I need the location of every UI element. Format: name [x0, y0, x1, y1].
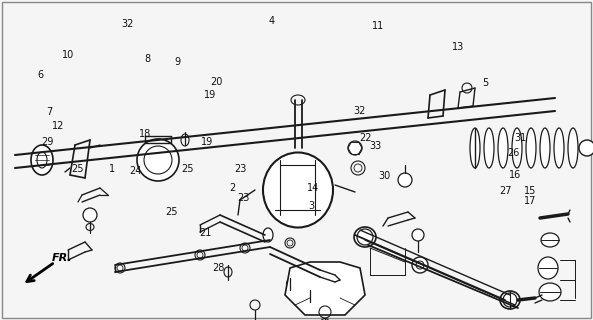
Text: 31: 31 — [514, 133, 526, 143]
Text: 32: 32 — [354, 106, 366, 116]
Text: 25: 25 — [166, 207, 178, 217]
Circle shape — [83, 208, 97, 222]
Text: 22: 22 — [360, 133, 372, 143]
Text: 28: 28 — [212, 263, 224, 273]
Text: 13: 13 — [452, 42, 464, 52]
Ellipse shape — [348, 141, 362, 155]
Text: 10: 10 — [62, 50, 74, 60]
Text: 16: 16 — [509, 170, 521, 180]
Text: 7: 7 — [46, 107, 52, 117]
Ellipse shape — [512, 128, 522, 168]
Circle shape — [357, 229, 373, 245]
Text: 9: 9 — [174, 57, 180, 67]
Ellipse shape — [526, 128, 536, 168]
Text: 25: 25 — [71, 164, 83, 174]
Polygon shape — [285, 262, 365, 315]
Text: 4: 4 — [269, 16, 275, 26]
Text: 23: 23 — [237, 193, 249, 203]
Text: 25: 25 — [181, 164, 195, 174]
Ellipse shape — [498, 128, 508, 168]
Text: FR.: FR. — [52, 253, 73, 263]
Text: 8: 8 — [144, 54, 150, 64]
Text: 14: 14 — [307, 183, 319, 193]
Circle shape — [503, 293, 517, 307]
Ellipse shape — [263, 228, 273, 242]
Text: 23: 23 — [234, 164, 246, 174]
Ellipse shape — [540, 128, 550, 168]
Text: 2: 2 — [229, 183, 235, 193]
Ellipse shape — [137, 139, 179, 181]
Text: 15: 15 — [524, 186, 536, 196]
Text: 18: 18 — [139, 129, 151, 139]
Circle shape — [412, 229, 424, 241]
Text: 3: 3 — [308, 201, 314, 211]
Text: 30: 30 — [378, 171, 390, 181]
Circle shape — [412, 257, 428, 273]
Ellipse shape — [554, 128, 564, 168]
Text: 5: 5 — [482, 78, 488, 88]
Circle shape — [579, 140, 593, 156]
Ellipse shape — [568, 128, 578, 168]
Ellipse shape — [541, 233, 559, 247]
Text: 24: 24 — [129, 166, 141, 176]
Text: 11: 11 — [372, 21, 384, 31]
Text: 19: 19 — [201, 137, 213, 147]
Ellipse shape — [470, 128, 480, 168]
Ellipse shape — [31, 145, 53, 175]
Text: 1: 1 — [109, 164, 115, 174]
Ellipse shape — [354, 227, 376, 247]
Text: 17: 17 — [524, 196, 536, 206]
Ellipse shape — [484, 128, 494, 168]
Ellipse shape — [539, 283, 561, 301]
Ellipse shape — [538, 257, 558, 279]
Text: 19: 19 — [204, 90, 216, 100]
Text: 32: 32 — [122, 19, 134, 29]
Text: 26: 26 — [507, 148, 519, 158]
Text: 27: 27 — [500, 186, 512, 196]
Text: 21: 21 — [199, 228, 211, 238]
Text: 12: 12 — [52, 121, 64, 131]
Text: 6: 6 — [37, 70, 43, 80]
Circle shape — [398, 173, 412, 187]
Ellipse shape — [500, 291, 520, 309]
Text: 29: 29 — [41, 137, 53, 147]
Text: 20: 20 — [210, 77, 222, 87]
Ellipse shape — [263, 153, 333, 228]
Text: 33: 33 — [369, 141, 381, 151]
